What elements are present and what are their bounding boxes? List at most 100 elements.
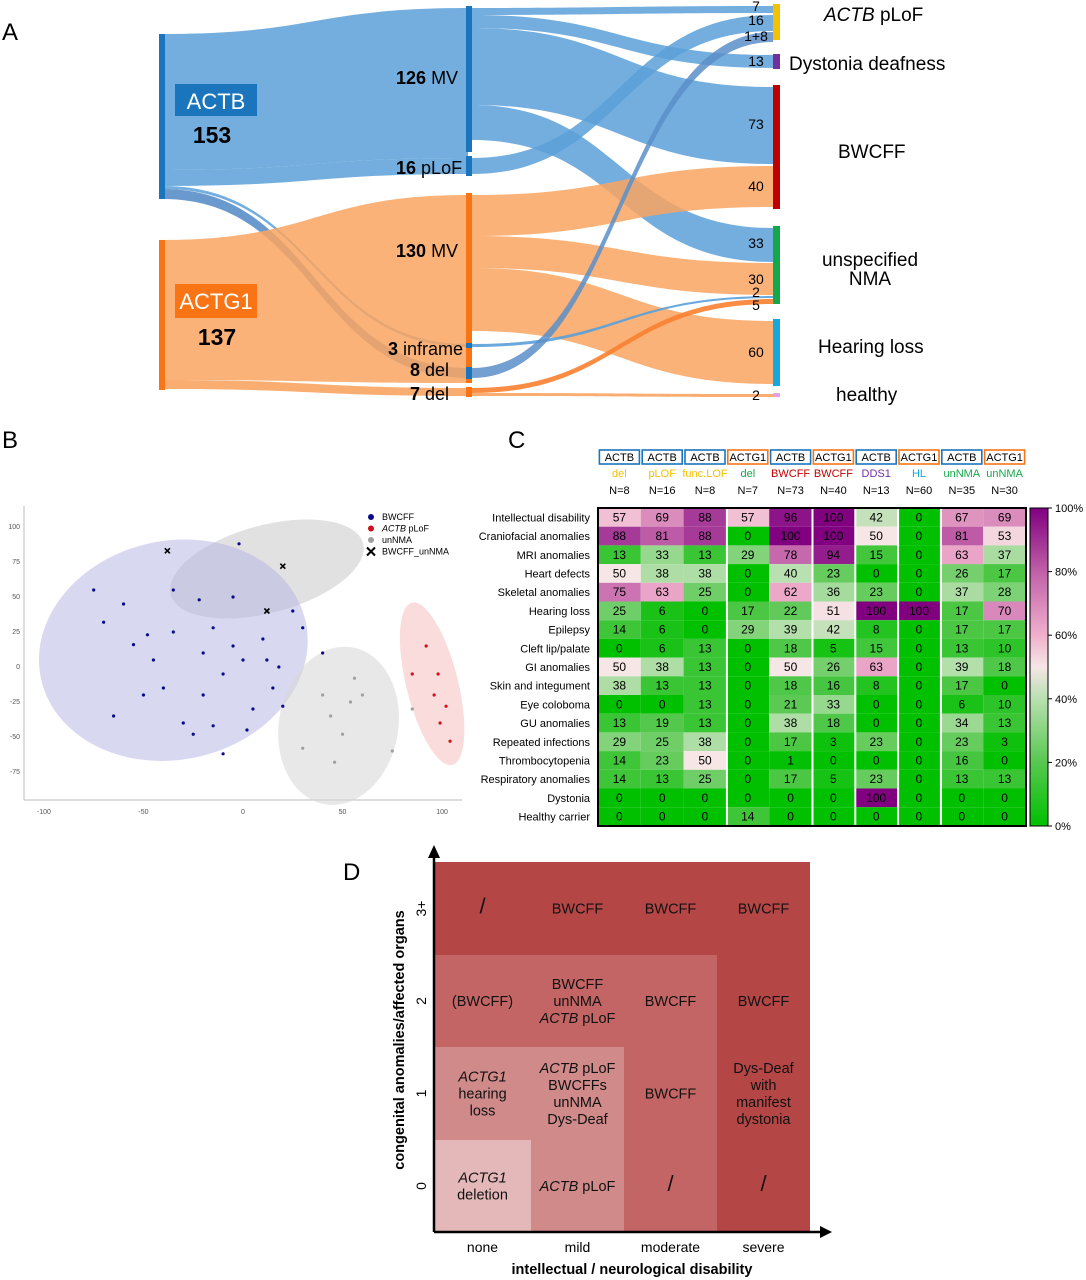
- heatmap-cell-value: 0: [616, 810, 623, 824]
- heatmap-cell-value: 0: [916, 641, 923, 655]
- heatmap-cell-value: 16: [827, 679, 841, 693]
- heatmap-cell-value: 23: [870, 585, 884, 599]
- heatmap-cell: [983, 657, 1026, 677]
- grid-cell-text: Dys-Deaf: [733, 1061, 794, 1077]
- grid-cell-text: Dys-Deaf: [547, 1112, 608, 1128]
- heatmap-cell: [897, 732, 941, 752]
- heatmap-cell: [683, 695, 727, 714]
- heatmap-cell-value: 13: [998, 716, 1012, 730]
- colorbar: [1029, 507, 1049, 827]
- grid-cell-text: ACTG1: [457, 1070, 506, 1086]
- heatmap-cell-value: 0: [702, 810, 709, 824]
- node-bar-actb: [159, 34, 165, 199]
- count-7: 33: [748, 235, 764, 251]
- heatmap-cell-value: 50: [613, 660, 627, 674]
- pheno-label-dd: Dystonia deafness: [789, 54, 945, 75]
- heatmap-cell-value: 10: [998, 697, 1012, 711]
- heatmap-cell: [983, 582, 1026, 602]
- row-label: Repeated infections: [493, 737, 591, 749]
- heatmap-cell-value: 0: [659, 791, 666, 805]
- node-bar-inframe: [466, 343, 472, 348]
- scatter-x-tick: -100: [37, 809, 51, 816]
- heatmap-cell-value: 13: [656, 772, 670, 786]
- column-type: BWCFF: [814, 468, 853, 480]
- heatmap-cell-value: 38: [613, 679, 627, 693]
- heatmap-cell: [940, 601, 984, 621]
- grid-cell-text: manifest: [736, 1095, 791, 1111]
- row-label: Respiratory anomalies: [481, 774, 591, 786]
- heatmap-cell-value: 18: [784, 641, 798, 655]
- heatmap-cell-value: 18: [784, 679, 798, 693]
- heatmap-cell-value: 13: [656, 679, 670, 693]
- scatter-point-bwcff: [131, 643, 136, 647]
- heatmap-cell-value: 0: [916, 585, 923, 599]
- legend-cross-icon: [366, 546, 376, 557]
- heatmap-cell: [640, 545, 684, 565]
- heatmap-cell-value: 0: [616, 791, 623, 805]
- node-bar-actb-plof: [466, 156, 472, 176]
- heatmap-cell-value: 63: [870, 660, 884, 674]
- link-mv2-unnma: [472, 236, 773, 295]
- scatter-x-tick: 50: [339, 809, 347, 816]
- heatmap-cell: [769, 676, 812, 695]
- scatter-plot: -100 -50 0 50 100 100 75 50 25 0 -25 -50 -75 BWCFF A…: [8, 506, 465, 816]
- heatmap-cell-value: 36: [827, 585, 841, 599]
- heatmap-cell-value: 0: [916, 529, 923, 543]
- heatmap-cell: [769, 788, 812, 808]
- heatmap-cell: [726, 751, 770, 770]
- scatter-x-tick: -50: [138, 809, 148, 816]
- heatmap-cell-value: 40: [784, 566, 798, 580]
- heatmap-cell: [812, 508, 855, 527]
- panel-label-b: B: [2, 427, 18, 454]
- heatmap-cell-value: 38: [656, 660, 670, 674]
- pheno-label-healthy: healthy: [836, 385, 898, 406]
- scatter-y-tick: -25: [10, 699, 20, 706]
- pheno-bar-plof: [773, 4, 780, 40]
- heatmap-cell-value: 0: [744, 641, 751, 655]
- heatmap-cell: [897, 582, 941, 602]
- grid-y-tick: 1: [413, 1089, 429, 1097]
- scatter-point-cross: [164, 547, 171, 554]
- heatmap-cell-value: 6: [659, 623, 666, 637]
- scatter-point-bwcff: [141, 693, 146, 697]
- heatmap-cell-value: 29: [741, 548, 755, 562]
- heatmap-cell: [769, 769, 812, 789]
- heatmap-cell: [683, 582, 727, 602]
- gene-count-actg1: 137: [198, 324, 236, 350]
- column-type: DDS1: [862, 468, 891, 480]
- heatmap-cell: [983, 713, 1026, 733]
- pheno-bar-bwcff: [773, 85, 780, 209]
- scatter-point-bwcff: [321, 651, 325, 655]
- heatmap-cell-value: 0: [916, 679, 923, 693]
- column-gene-box: [983, 449, 1026, 465]
- row-label: Heart defects: [525, 568, 591, 580]
- heatmap-cell: [812, 620, 855, 639]
- heatmap-cell: [683, 657, 727, 677]
- heatmap-cell: [940, 638, 984, 658]
- phenotype-counts: 7 16 1+8 13 73 40 33 30 2 5 60 2: [744, 0, 768, 403]
- heatmap-cell: [726, 564, 770, 583]
- panel-label-c: C: [508, 427, 525, 454]
- scatter-point-unnma: [301, 746, 305, 750]
- column-type: del: [740, 468, 755, 480]
- colorbar-label: 0%: [1055, 821, 1071, 833]
- colorbar-label: 40%: [1055, 694, 1077, 706]
- heatmap-cell-value: 63: [955, 548, 969, 562]
- heatmap-cell-value: 0: [744, 529, 751, 543]
- heatmap-cell-value: 13: [698, 641, 712, 655]
- heatmap-cell: [640, 732, 684, 752]
- heatmap-cell-value: 50: [698, 753, 712, 767]
- heatmap-cell-value: 0: [744, 735, 751, 749]
- scatter-x-tick: 0: [241, 809, 245, 816]
- heatmap-cell: [940, 788, 984, 808]
- heatmap-cell: [683, 620, 727, 639]
- heatmap-cell-value: 16: [955, 753, 969, 767]
- heatmap-cell: [897, 769, 941, 789]
- gene-label-actb: ACTB: [187, 89, 246, 114]
- heatmap-cell: [598, 620, 641, 639]
- heatmap-cell-value: 0: [1001, 791, 1008, 805]
- scatter-y-tick: -75: [10, 769, 20, 776]
- heatmap-cell: [598, 769, 641, 789]
- heatmap-cell-value: 57: [741, 510, 755, 524]
